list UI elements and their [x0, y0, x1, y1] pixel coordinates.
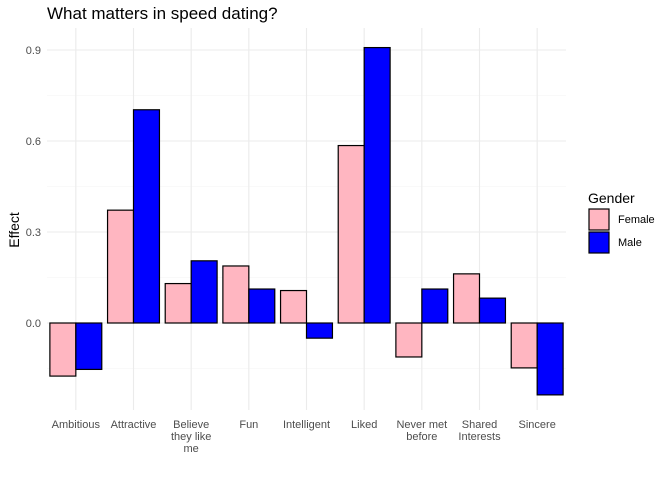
bar-female [106, 209, 135, 324]
bar-female [222, 265, 250, 324]
bar-male [75, 322, 103, 371]
axes: Effect 0.0 0.3 0.6 0.9 Ambitious Attractive Be… [6, 45, 556, 455]
x-tick-label: Ambitious [52, 419, 101, 431]
bar-female [510, 322, 538, 369]
y-tick-label: 0.3 [26, 227, 41, 239]
legend-label: Male [618, 237, 642, 249]
bar-female [49, 322, 77, 377]
x-tick-label: Never met before [396, 419, 447, 443]
legend-swatch-male [588, 231, 610, 254]
bar-male [478, 297, 507, 324]
y-tick-label: 0.6 [26, 136, 41, 148]
chart-title: What matters in speed dating? [47, 4, 278, 23]
x-tick-label: Sincere [519, 419, 556, 431]
y-tick-label: 0.0 [26, 318, 41, 330]
legend-label: Female [618, 214, 655, 226]
bar-male [190, 260, 218, 324]
y-tick-label: 0.9 [26, 45, 41, 57]
legend-swatch-female [588, 208, 610, 231]
bar-male [132, 109, 161, 324]
bar-female [279, 289, 308, 324]
bar-male [305, 322, 334, 339]
x-tick-label: Fun [239, 419, 258, 431]
y-axis-title: Effect [6, 212, 22, 248]
bar-female [337, 144, 365, 324]
x-tick-label: Attractive [111, 419, 157, 431]
x-tick-label: Intelligent [283, 419, 330, 431]
bar-male [536, 322, 564, 396]
bar-female [452, 273, 481, 324]
bar-female [395, 322, 423, 358]
x-tick-label: Liked [351, 419, 377, 431]
bar-male [248, 288, 276, 324]
legend: Gender Female Male [588, 190, 655, 254]
x-tick-label: Shared Interests [458, 419, 501, 443]
bar-male [421, 288, 449, 324]
x-tick-label: Believe they like me [171, 419, 211, 455]
bars [49, 46, 564, 396]
legend-title: Gender [588, 190, 635, 206]
bar-female [164, 282, 192, 324]
bar-male [363, 46, 391, 324]
